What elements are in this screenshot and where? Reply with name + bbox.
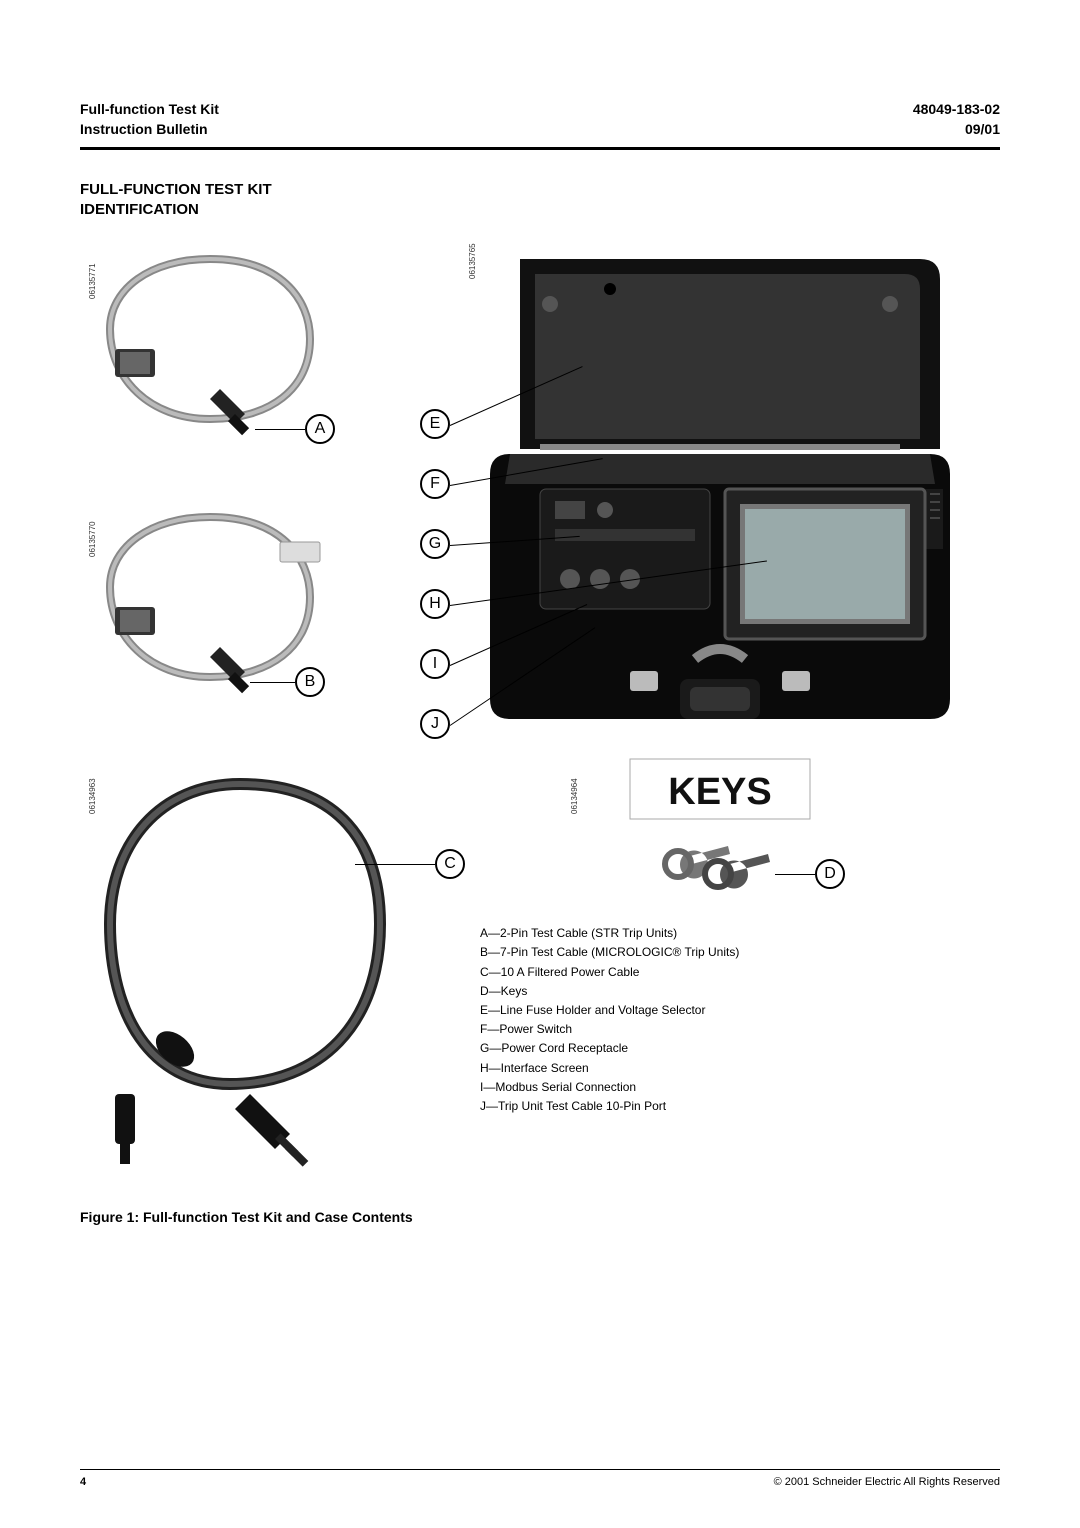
label-j-circle: J [420,709,450,739]
label-g-circle: G [420,529,450,559]
label-i-circle: I [420,649,450,679]
image-code-c: 06134963 [88,779,97,815]
case-image [480,239,960,749]
leader-b [250,682,295,683]
content-grid: 06135771 A 06135770 B 06134963 [80,239,1000,1179]
cable-a-container: 06135771 A [80,239,420,497]
header-right-line2: 09/01 [913,120,1000,140]
legend-item: G—Power Cord Receptacle [480,1039,960,1058]
legend-item: J—Trip Unit Test Cable 10-Pin Port [480,1097,960,1116]
header-left-line1: Full-function Test Kit [80,100,219,120]
header-left: Full-function Test Kit Instruction Bulle… [80,100,219,139]
label-d-circle: D [815,859,845,889]
case-label-column: E F G H I J [420,239,480,754]
case-container: 06135765 [480,239,960,754]
header-left-line2: Instruction Bulletin [80,120,219,140]
cable-a-image [80,239,340,439]
legend-item: D—Keys [480,982,960,1001]
label-c-circle: C [435,849,465,879]
leader-a [255,429,305,430]
legend-list: A—2-Pin Test Cable (STR Trip Units) B—7-… [480,924,960,1116]
image-code-keys: 06134964 [570,779,579,815]
section-title: FULL-FUNCTION TEST KIT IDENTIFICATION [80,180,1000,219]
legend-item: A—2-Pin Test Cable (STR Trip Units) [480,924,960,943]
section-title-line2: IDENTIFICATION [80,200,1000,220]
cable-b-container: 06135770 B [80,497,420,755]
header-right-line1: 48049-183-02 [913,100,1000,120]
page-footer: 4 © 2001 Schneider Electric All Rights R… [80,1469,1000,1488]
leader-c [355,864,435,865]
label-e-circle: E [420,409,450,439]
header-right: 48049-183-02 09/01 [913,100,1000,139]
legend-item: B—7-Pin Test Cable (MICROLOGIC® Trip Uni… [480,943,960,962]
legend-item: F—Power Switch [480,1020,960,1039]
legend-item: H—Interface Screen [480,1059,960,1078]
cable-c-image [80,754,400,1174]
label-a-circle: A [305,414,335,444]
legend-item: E—Line Fuse Holder and Voltage Selector [480,1001,960,1020]
section-title-line1: FULL-FUNCTION TEST KIT [80,180,1000,200]
page-number: 4 [80,1476,86,1488]
legend-item: I—Modbus Serial Connection [480,1078,960,1097]
label-b-circle: B [295,667,325,697]
label-f-circle: F [420,469,450,499]
keys-image: KEYS D [620,754,820,904]
keys-label-text: KEYS [668,771,771,813]
page-header: Full-function Test Kit Instruction Bulle… [80,100,1000,150]
label-h-circle: H [420,589,450,619]
image-code-case: 06135765 [468,244,477,280]
legend-item: C—10 A Filtered Power Cable [480,963,960,982]
cable-b-image [80,497,340,697]
figure-caption: Figure 1: Full-function Test Kit and Cas… [80,1209,1000,1225]
cable-c-container: 06134963 C [80,754,420,1179]
keys-and-legend: 06134964 KEYS D A—2-Pin Test Cable (STR … [480,754,960,1179]
leader-d [775,874,815,875]
copyright-text: © 2001 Schneider Electric All Rights Res… [774,1476,1000,1488]
